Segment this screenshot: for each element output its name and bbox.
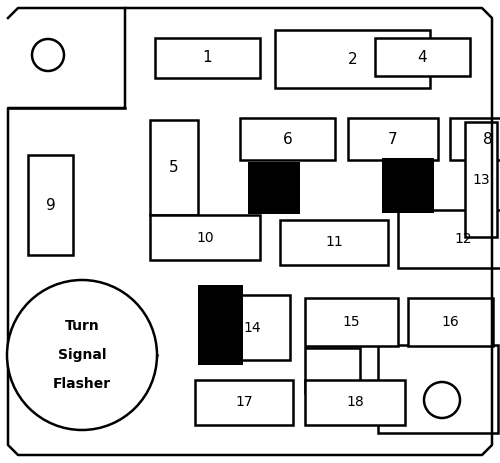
Bar xyxy=(275,30,430,88)
Bar xyxy=(248,162,300,214)
Bar xyxy=(348,118,438,160)
Text: 10: 10 xyxy=(196,231,214,244)
Bar xyxy=(305,298,398,346)
Bar xyxy=(305,348,360,393)
Text: 4: 4 xyxy=(418,50,428,64)
Bar xyxy=(198,285,243,365)
Text: 11: 11 xyxy=(325,236,343,250)
Bar xyxy=(195,380,293,425)
Text: 13: 13 xyxy=(472,173,490,187)
Text: Signal: Signal xyxy=(58,348,106,362)
Bar xyxy=(450,118,500,160)
Text: 14: 14 xyxy=(244,320,262,334)
Circle shape xyxy=(424,382,460,418)
Text: 16: 16 xyxy=(442,315,460,329)
Bar xyxy=(155,38,260,78)
Text: Flasher: Flasher xyxy=(53,376,111,390)
Bar xyxy=(382,158,434,213)
Bar xyxy=(215,295,290,360)
Circle shape xyxy=(7,280,157,430)
Text: 9: 9 xyxy=(46,198,56,213)
Text: 7: 7 xyxy=(388,131,398,146)
Circle shape xyxy=(32,39,64,71)
Text: 18: 18 xyxy=(346,395,364,409)
Bar xyxy=(378,345,498,433)
Text: 2: 2 xyxy=(348,51,358,67)
Text: 6: 6 xyxy=(282,131,292,146)
Text: 5: 5 xyxy=(169,160,179,175)
Bar xyxy=(305,380,405,425)
Text: 15: 15 xyxy=(342,315,360,329)
Text: 12: 12 xyxy=(454,232,472,246)
Bar xyxy=(240,118,335,160)
Bar xyxy=(375,38,470,76)
Text: 17: 17 xyxy=(235,395,253,409)
Text: 8: 8 xyxy=(482,131,492,146)
Bar xyxy=(28,155,73,255)
Bar xyxy=(465,122,497,237)
Text: 1: 1 xyxy=(202,50,212,65)
Bar xyxy=(280,220,388,265)
Bar xyxy=(150,120,198,215)
Bar xyxy=(408,298,493,346)
Bar xyxy=(398,210,500,268)
Bar xyxy=(150,215,260,260)
Text: Turn: Turn xyxy=(64,319,100,333)
